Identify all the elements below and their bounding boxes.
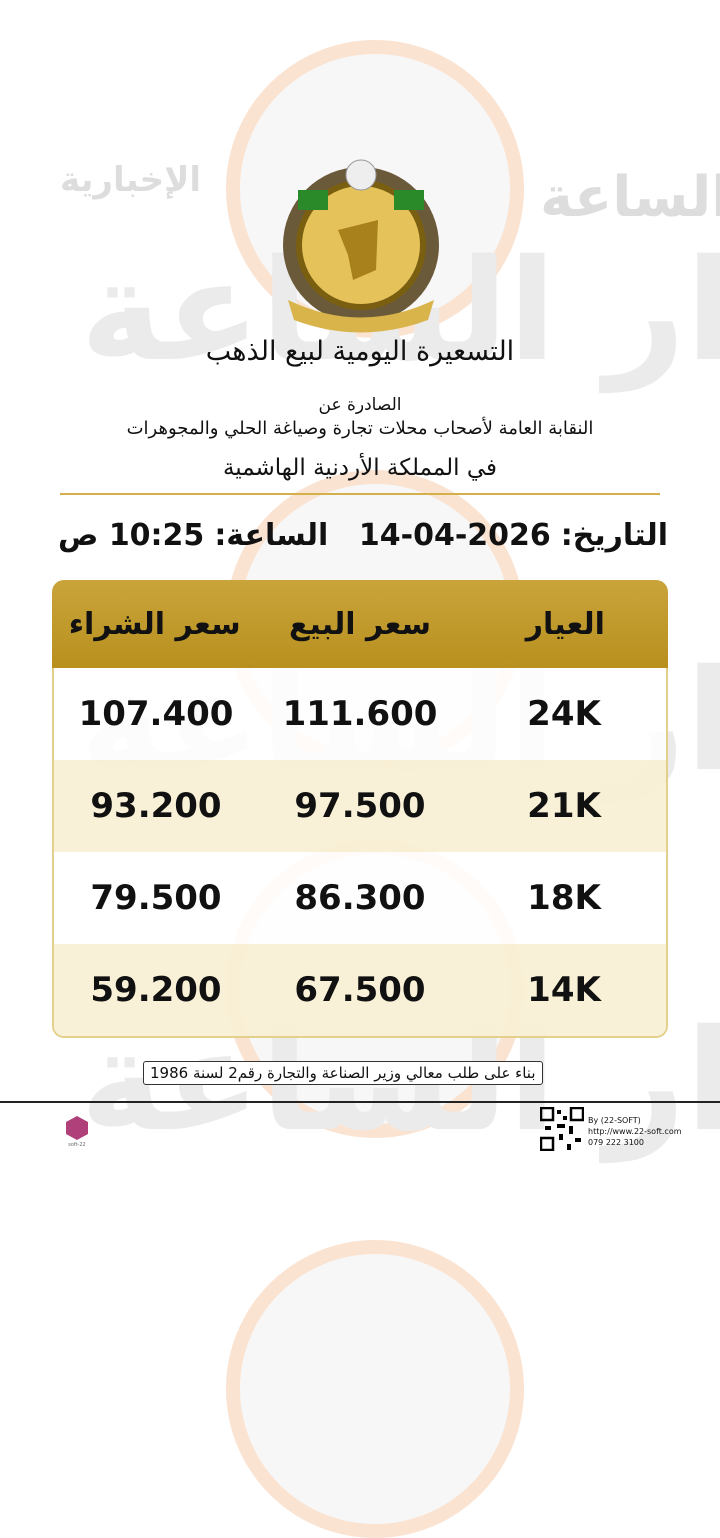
- flag: [298, 190, 328, 210]
- footer-phone: 079 222 3100: [588, 1138, 644, 1147]
- footnote: بناء على طلب معالي وزير الصناعة والتجارة…: [143, 1061, 543, 1085]
- date-value: 14-04-2026: [358, 518, 551, 553]
- price-cell: 111.600: [282, 694, 438, 734]
- logo-text: 22-soft: [68, 1142, 85, 1148]
- price-cell: 59.200: [90, 970, 222, 1010]
- table-header: العيار سعر البيع سعر الشراء: [52, 580, 668, 668]
- watermark: الإخبارية: [60, 160, 202, 200]
- footer-contact: By (22-SOFT) http://www.22-soft.com 079 …: [588, 1115, 682, 1148]
- watermark-clock: [226, 1240, 524, 1538]
- page: {"header":{"title":"التسعيرة اليومية لبي…: [0, 40, 720, 1538]
- title: التسعيرة اليومية لبيع الذهب: [205, 336, 515, 367]
- footer-line: [0, 1101, 720, 1103]
- time-value: 10:25 ص: [58, 518, 205, 553]
- organization: النقابة العامة لأصحاب محلات تجارة وصياغة…: [126, 418, 594, 439]
- price-cell: 67.500: [294, 970, 426, 1010]
- table-row: 21K 97.500 93.200: [54, 760, 666, 852]
- logo-mark: [66, 1116, 88, 1140]
- price-cell: 86.300: [294, 878, 426, 918]
- price-table: العيار سعر البيع سعر الشراء 24K 111.600 107.4…: [52, 580, 668, 1038]
- price-cell: 93.200: [90, 786, 222, 826]
- time: الساعة: 10:25 ص: [58, 518, 328, 553]
- table-row: 14K 67.500 59.200: [54, 944, 666, 1036]
- table-row: 24K 111.600 107.400: [54, 668, 666, 760]
- logo: [283, 159, 439, 333]
- date: التاريخ: 14-04-2026: [359, 518, 668, 553]
- column-header: سعر البيع: [288, 606, 432, 642]
- price-cell: 107.400: [78, 694, 234, 734]
- column-header: العيار: [525, 606, 605, 642]
- column-header: سعر الشراء: [68, 606, 241, 642]
- footer-by: By (22-SOFT): [588, 1116, 641, 1125]
- divider: [60, 493, 660, 495]
- price-cell: 97.500: [294, 786, 426, 826]
- karat-cell: 14K: [527, 970, 601, 1010]
- footer-url: http://www.22-soft.com: [588, 1127, 682, 1136]
- karat-cell: 21K: [527, 786, 601, 826]
- time-label: الساعة:: [214, 518, 329, 553]
- watermark: مدار الساعة: [540, 165, 720, 230]
- ribbon: [288, 300, 434, 333]
- date-label: التاريخ:: [560, 518, 668, 553]
- country: في المملكة الأردنية الهاشمية: [222, 455, 498, 481]
- karat-cell: 24K: [527, 694, 601, 734]
- table-row: 18K 86.300 79.500: [54, 852, 666, 944]
- flag: [394, 190, 424, 210]
- page-body: مدار الساعة الإخبارية مدار الساعة مدار ا…: [0, 40, 720, 1538]
- issued-by: الصادرة عن: [318, 395, 402, 415]
- qr-code: [540, 1107, 584, 1151]
- footer-logo: 22-soft: [66, 1116, 88, 1148]
- map: [338, 220, 378, 280]
- price-cell: 79.500: [90, 878, 222, 918]
- diamond: [345, 159, 377, 191]
- table-body: 24K 111.600 107.400 21K 97.500 93.200 18K 86.30…: [52, 668, 668, 1038]
- karat-cell: 18K: [527, 878, 601, 918]
